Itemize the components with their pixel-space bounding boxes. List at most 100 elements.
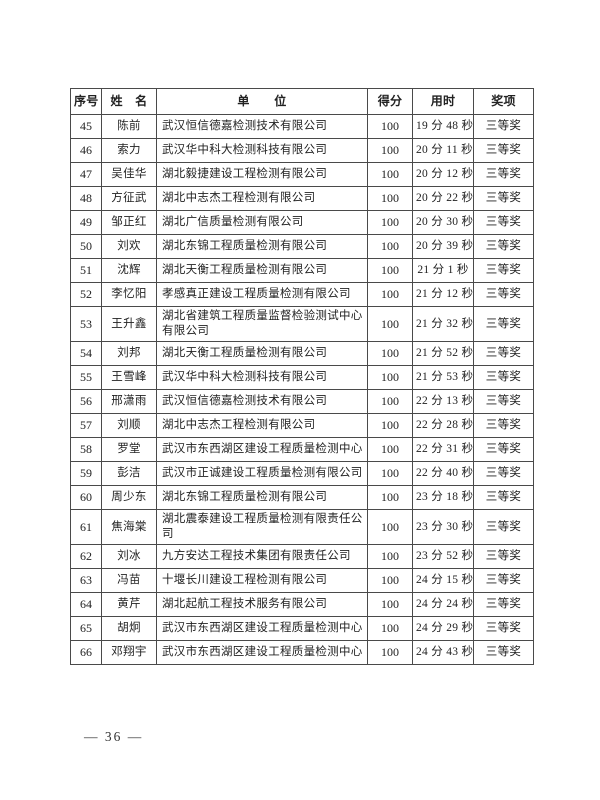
cell-time: 21 分 1 秒 (412, 258, 474, 283)
cell-no: 61 (70, 509, 102, 545)
cell-no: 51 (70, 258, 102, 283)
cell-time: 22 分 40 秒 (412, 461, 474, 486)
cell-award: 三等奖 (473, 437, 534, 462)
cell-no: 59 (70, 461, 102, 486)
cell-org: 湖北中志杰工程检测有限公司 (156, 413, 368, 438)
cell-score: 100 (367, 138, 413, 163)
cell-org: 湖北天衡工程质量检测有限公司 (156, 258, 368, 283)
column-header-time: 用时 (412, 88, 474, 115)
cell-score: 100 (367, 592, 413, 617)
cell-award: 三等奖 (473, 138, 534, 163)
cell-award: 三等奖 (473, 210, 534, 235)
cell-name: 彭洁 (101, 461, 157, 486)
cell-name: 邢潇雨 (101, 389, 157, 414)
cell-name: 黄芹 (101, 592, 157, 617)
cell-award: 三等奖 (473, 544, 534, 569)
cell-award: 三等奖 (473, 640, 534, 665)
table-row: 62 刘冰 九方安达工程技术集团有限责任公司 100 23 分 52 秒三等奖 (70, 544, 534, 569)
cell-award: 三等奖 (473, 389, 534, 414)
cell-no: 49 (70, 210, 102, 235)
cell-org: 九方安达工程技术集团有限责任公司 (156, 544, 368, 569)
cell-name: 刘顺 (101, 413, 157, 438)
results-table: 序号姓 名单 位得分 用时 奖项 45 陈前 武汉恒信德嘉检测技术有限公司 100 19 分… (70, 88, 534, 665)
cell-no: 66 (70, 640, 102, 665)
cell-org: 湖北东锦工程质量检测有限公司 (156, 234, 368, 259)
cell-name: 邹正红 (101, 210, 157, 235)
cell-name: 索力 (101, 138, 157, 163)
cell-time: 23 分 18 秒 (412, 485, 474, 510)
cell-org: 湖北省建筑工程质量监督检验测试中心有限公司 (156, 306, 368, 342)
column-header-org: 单 位 (156, 88, 368, 115)
cell-name: 周少东 (101, 485, 157, 510)
cell-award: 三等奖 (473, 258, 534, 283)
cell-no: 56 (70, 389, 102, 414)
cell-score: 100 (367, 568, 413, 593)
cell-no: 48 (70, 186, 102, 211)
cell-award: 三等奖 (473, 509, 534, 545)
column-header-no: 序号 (70, 88, 102, 115)
cell-name: 罗堂 (101, 437, 157, 462)
cell-score: 100 (367, 544, 413, 569)
cell-name: 陈前 (101, 114, 157, 139)
cell-no: 60 (70, 485, 102, 510)
cell-name: 李忆阳 (101, 282, 157, 307)
cell-time: 22 分 28 秒 (412, 413, 474, 438)
cell-score: 100 (367, 485, 413, 510)
column-header-award: 奖项 (473, 88, 534, 115)
cell-time: 24 分 29 秒 (412, 616, 474, 641)
cell-name: 胡炯 (101, 616, 157, 641)
cell-no: 47 (70, 162, 102, 187)
cell-score: 100 (367, 114, 413, 139)
column-header-name: 姓 名 (101, 88, 157, 115)
cell-score: 100 (367, 341, 413, 366)
table-row: 64 黄芹 湖北起航工程技术服务有限公司 100 24 分 24 秒三等奖 (70, 592, 534, 617)
table-row: 51 沈辉 湖北天衡工程质量检测有限公司 100 21 分 1 秒三等奖 (70, 258, 534, 283)
cell-org: 武汉市东西湖区建设工程质量检测中心 (156, 616, 368, 641)
cell-name: 沈辉 (101, 258, 157, 283)
cell-org: 武汉恒信德嘉检测技术有限公司 (156, 389, 368, 414)
cell-name: 刘冰 (101, 544, 157, 569)
table-header-row: 序号姓 名单 位得分 用时 奖项 (70, 88, 534, 115)
table-row: 45 陈前 武汉恒信德嘉检测技术有限公司 100 19 分 48 秒三等奖 (70, 114, 534, 139)
table-row: 58 罗堂 武汉市东西湖区建设工程质量检测中心 100 22 分 31 秒三等奖 (70, 437, 534, 462)
cell-score: 100 (367, 413, 413, 438)
cell-no: 53 (70, 306, 102, 342)
table-row: 55 王雪峰 武汉华中科大检测科技有限公司 100 21 分 53 秒三等奖 (70, 365, 534, 390)
cell-name: 刘邦 (101, 341, 157, 366)
table-row: 66 邓翔宇 武汉市东西湖区建设工程质量检测中心 100 24 分 43 秒三等奖 (70, 640, 534, 665)
cell-score: 100 (367, 282, 413, 307)
cell-score: 100 (367, 389, 413, 414)
cell-score: 100 (367, 210, 413, 235)
cell-name: 冯苗 (101, 568, 157, 593)
cell-no: 54 (70, 341, 102, 366)
cell-no: 50 (70, 234, 102, 259)
cell-org: 湖北天衡工程质量检测有限公司 (156, 341, 368, 366)
table-row: 49 邹正红 湖北广信质量检测有限公司 100 20 分 30 秒三等奖 (70, 210, 534, 235)
cell-name: 王雪峰 (101, 365, 157, 390)
cell-org: 十堰长川建设工程检测有限公司 (156, 568, 368, 593)
cell-award: 三等奖 (473, 365, 534, 390)
cell-score: 100 (367, 258, 413, 283)
cell-org: 武汉市东西湖区建设工程质量检测中心 (156, 437, 368, 462)
cell-name: 吴佳华 (101, 162, 157, 187)
cell-time: 20 分 30 秒 (412, 210, 474, 235)
table-row: 57 刘顺 湖北中志杰工程检测有限公司 100 22 分 28 秒三等奖 (70, 413, 534, 438)
table-row: 46 索力 武汉华中科大检测科技有限公司 100 20 分 11 秒三等奖 (70, 138, 534, 163)
cell-time: 22 分 13 秒 (412, 389, 474, 414)
cell-time: 20 分 11 秒 (412, 138, 474, 163)
cell-time: 21 分 32 秒 (412, 306, 474, 342)
cell-no: 64 (70, 592, 102, 617)
cell-award: 三等奖 (473, 461, 534, 486)
cell-no: 65 (70, 616, 102, 641)
table-row: 60 周少东 湖北东锦工程质量检测有限公司 100 23 分 18 秒三等奖 (70, 485, 534, 510)
cell-award: 三等奖 (473, 234, 534, 259)
cell-award: 三等奖 (473, 616, 534, 641)
cell-time: 24 分 24 秒 (412, 592, 474, 617)
column-header-score: 得分 (367, 88, 413, 115)
table-row: 56 邢潇雨 武汉恒信德嘉检测技术有限公司 100 22 分 13 秒三等奖 (70, 389, 534, 414)
cell-name: 方征武 (101, 186, 157, 211)
cell-org: 湖北毅捷建设工程检测有限公司 (156, 162, 368, 187)
cell-org: 武汉恒信德嘉检测技术有限公司 (156, 114, 368, 139)
cell-no: 62 (70, 544, 102, 569)
cell-time: 20 分 22 秒 (412, 186, 474, 211)
